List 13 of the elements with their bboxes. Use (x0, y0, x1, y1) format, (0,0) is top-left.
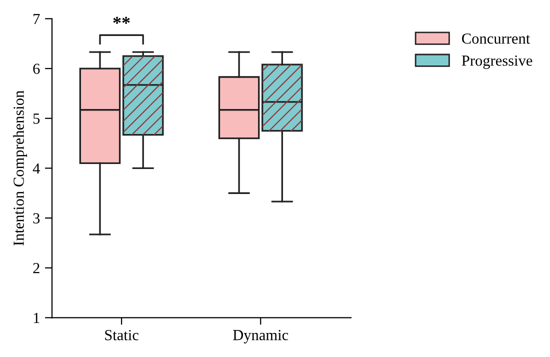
y-tick-label: 6 (33, 64, 40, 74)
annotation: ** (113, 16, 130, 24)
y-tick-label: 1 (34, 312, 40, 323)
y-tick-label: 3 (33, 213, 40, 224)
y-axis-title: Intention Comprehension (13, 90, 27, 246)
legend-label: Progressive (462, 56, 532, 69)
x-tick-label: Dynamic (233, 330, 288, 344)
y-tick-label: 4 (32, 163, 40, 174)
x-tick-label: Static (105, 330, 138, 340)
y-tick-label: 2 (33, 263, 40, 274)
y-tick-label: 7 (34, 14, 40, 24)
y-tick-label: 5 (33, 114, 40, 124)
legend-label: Concurrent (462, 33, 530, 44)
